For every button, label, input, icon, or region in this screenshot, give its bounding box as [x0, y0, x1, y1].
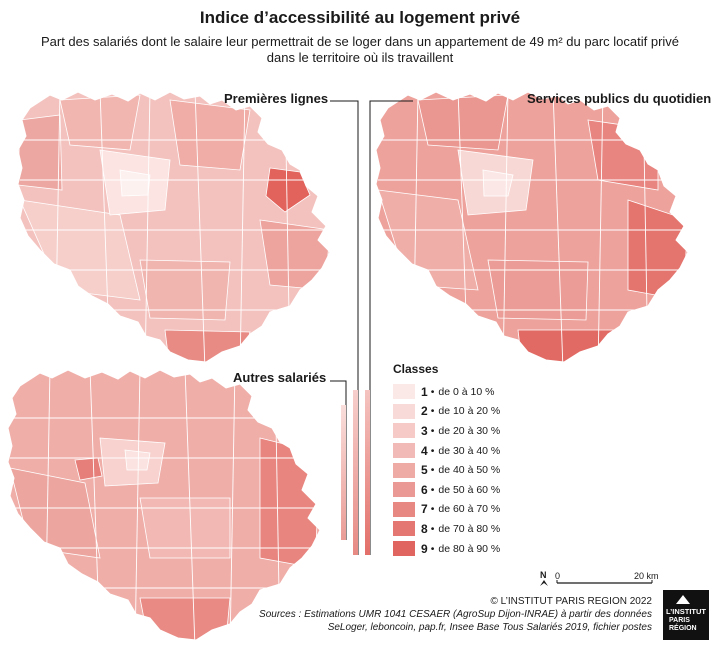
legend-swatch	[393, 423, 415, 439]
legend-row: 8 • de 70 à 80 %	[393, 519, 543, 539]
legend-class-label: de 60 à 70 %	[438, 503, 501, 516]
scale-bar: N 0 20 km	[540, 570, 670, 590]
legend-row: 6 • de 50 à 60 %	[393, 480, 543, 500]
legend-row: 7 • de 60 à 70 %	[393, 500, 543, 520]
sources-line-2: SeLoger, leboncoin, pap.fr, Insee Base T…	[327, 621, 652, 633]
legend-class-label: de 50 à 60 %	[438, 483, 501, 496]
legend-class-number: 2	[421, 404, 428, 419]
logo-line-2b: RÉGION	[669, 625, 697, 632]
legend: Classes 1 • de 0 à 10 % 2 • de 10 à 20 % 3 • de …	[393, 362, 543, 558]
legend-swatch	[393, 521, 415, 537]
legend-swatch	[393, 541, 415, 557]
legend-class-label: de 20 à 30 %	[438, 424, 501, 437]
sources-line-1: Sources : Estimations UMR 1041 CESAER (A…	[259, 609, 652, 620]
legend-class-label: de 80 à 90 %	[438, 542, 501, 555]
gradient-bar-premieres	[353, 390, 358, 555]
legend-class-number: 7	[421, 502, 428, 517]
legend-swatch	[393, 403, 415, 419]
subtitle-line-2: dans le territoire où ils travaillent	[266, 50, 454, 65]
legend-swatch	[393, 384, 415, 400]
legend-swatch	[393, 462, 415, 478]
legend-class-number: 5	[421, 463, 428, 478]
legend-class-label: de 10 à 20 %	[438, 405, 501, 418]
subtitle: Part des salariés dont le salaire leur p…	[20, 34, 700, 66]
copyright: © L’INSTITUT PARIS REGION 2022	[490, 596, 653, 607]
map-services-publics	[375, 91, 689, 363]
legend-row: 9 • de 80 à 90 %	[393, 539, 543, 559]
legend-class-number: 1	[421, 384, 428, 399]
map-label-services-publics: Services publics du quotidien	[527, 91, 712, 106]
bullet-icon: •	[430, 424, 435, 437]
map-label-autres-salaries: Autres salariés	[233, 370, 327, 385]
logo-line-1: L’INSTITUT	[666, 607, 706, 616]
gradient-bar-autres	[341, 405, 346, 540]
bullet-icon: •	[430, 522, 435, 535]
legend-class-number: 8	[421, 521, 428, 536]
bullet-icon: •	[430, 542, 435, 555]
bullet-icon: •	[430, 405, 435, 418]
legend-class-label: de 0 à 10 %	[438, 385, 495, 398]
scale-start: 0	[555, 571, 561, 581]
legend-swatch	[393, 482, 415, 498]
logo-line-2: PARIS RÉGION	[669, 617, 697, 633]
legend-swatch	[393, 443, 415, 459]
legend-class-number: 4	[421, 443, 428, 458]
legend-row: 3 • de 20 à 30 %	[393, 421, 543, 441]
legend-class-label: de 70 à 80 %	[438, 522, 501, 535]
legend-row: 4 • de 30 à 40 %	[393, 441, 543, 461]
legend-class-label: de 40 à 50 %	[438, 464, 501, 477]
bullet-icon: •	[430, 503, 435, 516]
map-premieres-lignes	[17, 91, 331, 363]
legend-class-label: de 30 à 40 %	[438, 444, 501, 457]
scale-end: 20 km	[634, 571, 659, 581]
bullet-icon: •	[430, 464, 435, 477]
legend-class-number: 9	[421, 541, 428, 556]
gradient-bar-services	[365, 390, 370, 555]
institut-logo: L’INSTITUT PARIS RÉGION	[663, 590, 709, 640]
bullet-icon: •	[430, 385, 435, 398]
legend-row: 2 • de 10 à 20 %	[393, 402, 543, 422]
legend-class-number: 3	[421, 423, 428, 438]
north-arrow-icon	[540, 580, 548, 586]
legend-rows: 1 • de 0 à 10 % 2 • de 10 à 20 % 3 • de 20 à 30 …	[393, 382, 543, 558]
sources: Sources : Estimations UMR 1041 CESAER (A…	[232, 609, 652, 634]
subtitle-line-1: Part des salariés dont le salaire leur p…	[40, 34, 680, 49]
logo-line-2a: PARIS	[669, 617, 690, 624]
legend-class-number: 6	[421, 482, 428, 497]
legend-title: Classes	[393, 362, 439, 376]
north-label: N	[540, 570, 547, 580]
scale-graphic	[540, 580, 653, 586]
main-title: Indice d’accessibilité au logement privé	[199, 8, 521, 27]
map-label-premieres-lignes: Premières lignes	[224, 91, 329, 106]
legend-row: 1 • de 0 à 10 %	[393, 382, 543, 402]
bullet-icon: •	[430, 483, 435, 496]
logo-pin-icon	[676, 595, 690, 604]
bullet-icon: •	[430, 444, 435, 457]
legend-row: 5 • de 40 à 50 %	[393, 460, 543, 480]
map-autres-salaries	[7, 369, 321, 641]
legend-swatch	[393, 501, 415, 517]
